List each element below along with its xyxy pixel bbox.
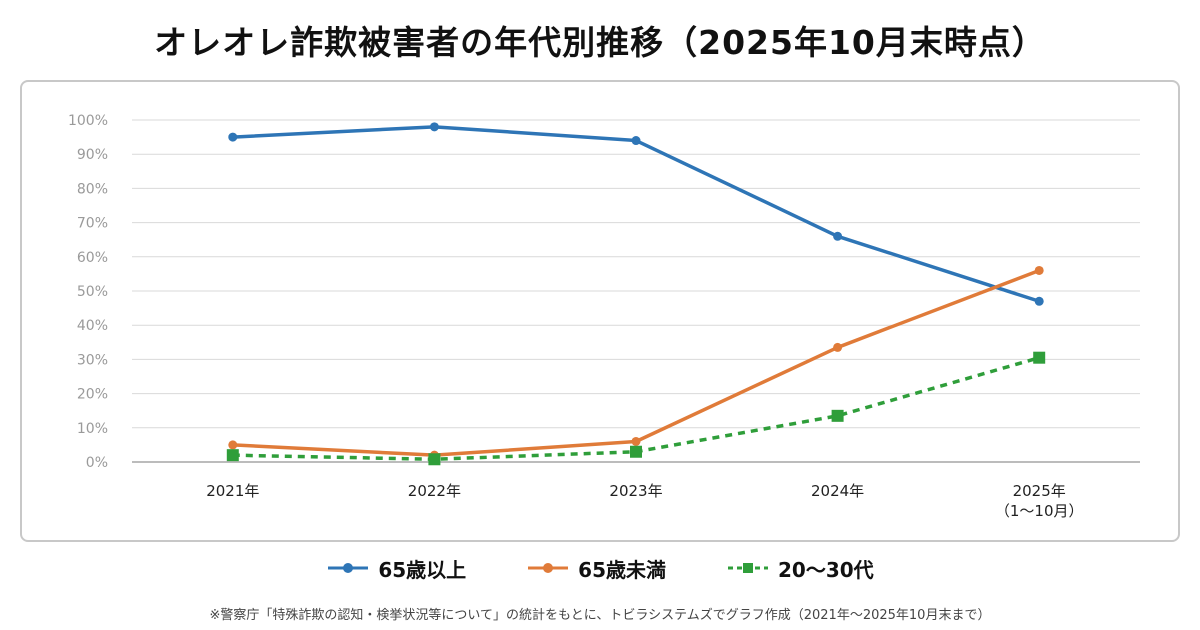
line-chart: 0% 10% 20% 30% 40% 50% 60% 70% 80% 90% 100% 2021年 20…	[68, 113, 1140, 520]
x-tick-label-1: 2022年	[408, 482, 461, 500]
legend-item-0: 65歳以上	[326, 554, 466, 583]
series-line-0	[231, 125, 1041, 304]
legend-swatch-1	[528, 563, 569, 573]
y-tick-label-0: 0%	[86, 455, 108, 471]
series-1-point-3	[833, 342, 843, 352]
y-tick-label-1: 10%	[77, 421, 108, 437]
series-0-point-2	[631, 136, 641, 146]
legend-label-1: 65歳未満	[578, 557, 666, 582]
y-tick-label-10: 100%	[68, 113, 108, 129]
y-tick-label-4: 40%	[77, 318, 108, 334]
legend-item-1: 65歳未満	[526, 554, 666, 583]
series-1-point-4	[1034, 265, 1044, 275]
series-0-point-0	[228, 132, 238, 142]
x-tick-label-0: 2021年	[206, 482, 259, 500]
legend-item-2: 20〜30代	[726, 554, 874, 583]
source-footnote: ※警察庁「特殊詐欺の認知・検挙状況等について」の統計をもとに、トビラシステムズで…	[209, 608, 991, 623]
series-0-point-1	[429, 122, 439, 132]
series-2-point-1	[428, 453, 441, 466]
series-1-point-2	[631, 436, 641, 446]
series-2-point-2	[630, 445, 642, 458]
legend: 65歳以上 65歳未満 20〜30代	[0, 554, 1200, 582]
x-tick-label-4-line1: （1〜10月）	[995, 502, 1084, 520]
y-tick-label-3: 30%	[77, 352, 108, 368]
legend-label-0: 65歳以上	[378, 557, 467, 582]
series-2-point-4	[1033, 351, 1046, 364]
x-tick-label-3: 2024年	[811, 482, 864, 500]
series-2-point-3	[831, 409, 844, 422]
series-0-point-4	[1034, 296, 1044, 306]
y-tick-label-2: 20%	[77, 387, 108, 403]
series-0-point-3	[833, 231, 843, 241]
y-tick-label-7: 70%	[77, 216, 108, 232]
chart-title: オレオレ詐欺被害者の年代別推移（2025年10月末時点）	[154, 23, 1046, 62]
y-tick-label-6: 60%	[77, 250, 108, 266]
y-tick-label-5: 50%	[77, 284, 108, 300]
y-tick-label-8: 80%	[77, 181, 108, 197]
legend-swatch-2	[728, 563, 768, 573]
x-tick-label-2: 2023年	[609, 482, 662, 500]
series-1-point-0	[228, 440, 238, 450]
y-tick-label-9: 90%	[77, 147, 108, 163]
legend-label-2: 20〜30代	[778, 557, 874, 582]
x-tick-label-4: 2025年	[1013, 482, 1066, 500]
legend-swatch-0	[328, 563, 369, 573]
chart-panel: 0% 10% 20% 30% 40% 50% 60% 70% 80% 90% 100% 2021年 20…	[20, 80, 1180, 542]
series-2-point-0	[226, 449, 239, 462]
